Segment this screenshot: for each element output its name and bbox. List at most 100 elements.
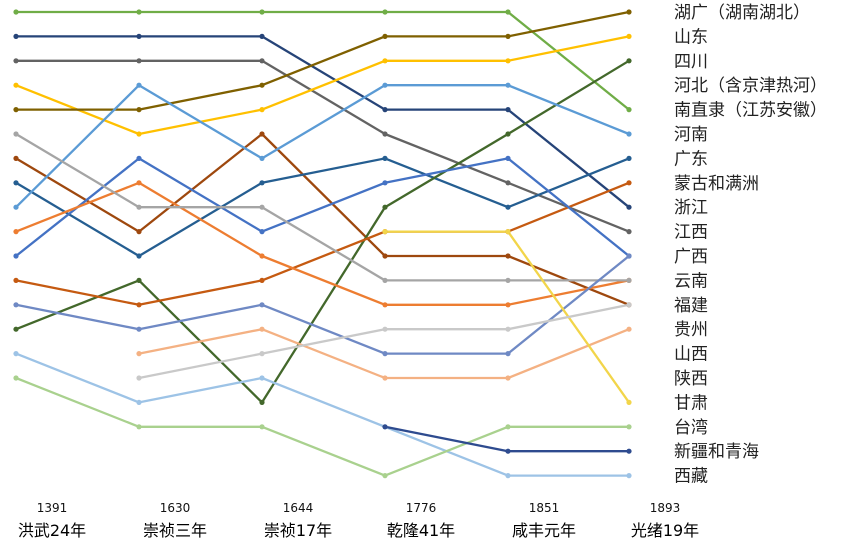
- x-tick-year: 1893: [650, 501, 681, 515]
- legend-entry: 湖广（湖南湖北）: [674, 3, 810, 23]
- series-line-12: [14, 181, 631, 306]
- series-line-13: [14, 132, 631, 282]
- x-tick-era: 崇祯三年: [143, 521, 207, 540]
- data-point: [136, 107, 142, 113]
- data-point: [505, 229, 511, 235]
- data-point: [136, 82, 142, 88]
- data-point: [382, 277, 388, 283]
- data-point: [382, 107, 388, 113]
- data-point: [505, 424, 511, 430]
- data-point: [626, 277, 632, 283]
- legend-entry: 西藏: [674, 467, 708, 487]
- data-point: [13, 229, 19, 235]
- data-point: [382, 229, 388, 235]
- legend-entry: 浙江: [674, 198, 708, 218]
- data-point: [626, 229, 632, 235]
- data-point: [136, 131, 142, 137]
- data-point: [259, 424, 265, 430]
- data-point: [626, 253, 632, 259]
- data-point: [13, 326, 19, 332]
- data-point: [505, 180, 511, 186]
- data-point: [505, 204, 511, 210]
- series-line-6: [14, 132, 631, 306]
- data-point: [13, 9, 19, 15]
- data-point: [626, 399, 632, 405]
- data-point: [626, 33, 632, 40]
- data-point: [13, 351, 19, 357]
- data-point: [626, 326, 632, 332]
- legend-entry: 南直隶（江苏安徽）: [674, 101, 827, 121]
- data-point: [626, 424, 632, 430]
- data-point: [136, 204, 142, 210]
- data-point: [259, 204, 265, 210]
- series-line-9: [14, 84, 631, 209]
- data-point: [259, 58, 265, 64]
- series-line-2: [14, 35, 631, 209]
- data-point: [136, 326, 142, 332]
- data-point: [136, 58, 142, 64]
- legend-entry: 蒙古和满洲: [674, 174, 759, 194]
- legend-entry: 山东: [674, 27, 708, 47]
- legend-entry: 山西: [674, 345, 708, 365]
- data-point: [505, 82, 511, 88]
- data-point: [13, 375, 19, 381]
- x-axis: 1391 洪武24年 1630 崇祯三年 1644 崇祯17年 1776 乾隆41年 1851 咸…: [18, 501, 699, 540]
- x-tick-year: 1644: [283, 501, 314, 515]
- legend-entry: 福建: [674, 296, 708, 316]
- data-point: [382, 351, 388, 357]
- x-tick-year: 1391: [37, 501, 68, 515]
- data-point: [626, 155, 632, 161]
- data-point: [13, 302, 19, 308]
- series-line-19: [383, 425, 631, 453]
- data-point: [382, 302, 388, 308]
- x-tick-era: 乾隆41年: [387, 521, 455, 540]
- x-tick-era: 光绪19年: [631, 521, 699, 540]
- data-point: [382, 33, 388, 40]
- legend-entry: 广东: [674, 149, 708, 169]
- data-point: [505, 302, 511, 308]
- data-point: [13, 131, 19, 137]
- legend-entry: 云南: [674, 271, 708, 291]
- data-point: [136, 424, 142, 430]
- data-point: [13, 204, 19, 210]
- series-line-15: [14, 352, 631, 477]
- series-line-7: [14, 157, 631, 258]
- series-line-18: [14, 376, 631, 477]
- data-point: [505, 253, 511, 259]
- data-point: [13, 107, 19, 113]
- data-point: [259, 277, 265, 283]
- data-point: [13, 58, 19, 64]
- data-point: [382, 155, 388, 161]
- data-point: [136, 180, 142, 186]
- legend-entry: 台湾: [674, 418, 708, 438]
- data-point: [136, 229, 142, 235]
- x-tick-era: 咸丰元年: [512, 521, 576, 540]
- data-point: [505, 131, 511, 137]
- data-point: [13, 277, 19, 283]
- series-points: [13, 9, 632, 479]
- data-point: [259, 375, 265, 381]
- legend-entry: 河南: [674, 125, 708, 145]
- data-point: [505, 155, 511, 161]
- data-point: [382, 82, 388, 88]
- x-tick-era: 洪武24年: [18, 521, 86, 540]
- data-point: [505, 375, 511, 381]
- data-point: [13, 82, 19, 88]
- data-point: [382, 180, 388, 186]
- series-line-4: [14, 35, 631, 136]
- legend-entry: 广西: [674, 247, 708, 267]
- data-point: [136, 399, 142, 405]
- data-point: [505, 448, 511, 454]
- series-line-3: [14, 59, 631, 233]
- data-point: [382, 326, 388, 332]
- legend-entry: 河北（含京津热河）: [674, 76, 827, 96]
- data-point: [505, 107, 511, 113]
- data-point: [505, 326, 511, 332]
- series-line-8: [14, 59, 631, 404]
- data-point: [382, 58, 388, 64]
- data-point: [259, 180, 265, 186]
- data-point: [136, 155, 142, 161]
- data-point: [259, 155, 265, 161]
- legend-entry: 贵州: [674, 320, 708, 340]
